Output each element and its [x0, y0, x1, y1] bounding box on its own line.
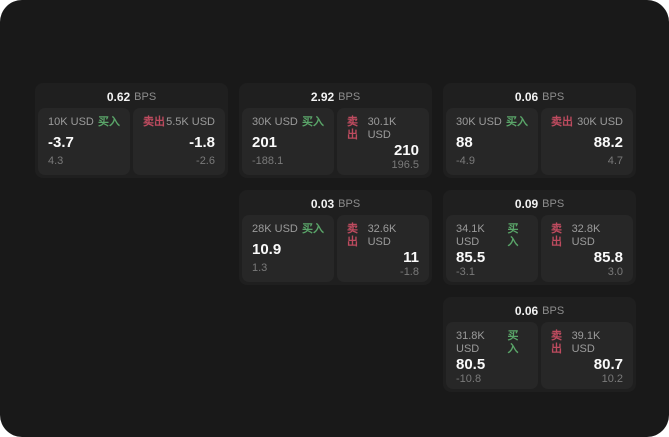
quote-card-body: 34.1K USD 买入 85.5 -3.1 卖出 32.8K USD 85.8…	[446, 215, 633, 282]
buy-price: 10.9	[252, 240, 282, 258]
sell-price: 85.8	[593, 249, 623, 266]
buy-quote-panel[interactable]: 34.1K USD 买入 85.5 -3.1	[446, 215, 538, 282]
sell-change: 196.5	[391, 159, 419, 171]
bps-header: 0.06 BPS	[446, 300, 633, 322]
buy-label: 买入	[507, 330, 519, 355]
bps-header: 0.03 BPS	[242, 193, 429, 215]
sell-quote-panel[interactable]: 卖出 5.5K USD -1.8 -2.6	[133, 108, 225, 175]
bps-value: 2.92	[310, 90, 335, 104]
sell-quote-panel[interactable]: 卖出 30K USD 88.2 4.7	[541, 108, 633, 175]
sell-label: 卖出	[143, 116, 165, 128]
quote-card: 0.62 BPS 10K USD 买入 -3.7 4.3 卖出 5.5K USD	[35, 83, 228, 178]
sell-amount: 5.5K USD	[166, 116, 215, 128]
bps-unit-label: BPS	[542, 198, 565, 210]
buy-change: -4.9	[456, 155, 475, 167]
bps-value: 0.09	[514, 197, 539, 211]
quote-card-body: 31.8K USD 买入 80.5 -10.8 卖出 39.1K USD 80.…	[446, 322, 633, 389]
bps-unit-label: BPS	[542, 305, 565, 317]
bps-value: 0.62	[106, 90, 131, 104]
buy-price: 88	[456, 133, 473, 151]
bps-unit-label: BPS	[338, 91, 361, 103]
sell-amount: 39.1K USD	[571, 330, 601, 355]
quote-card-grid: 0.62 BPS 10K USD 买入 -3.7 4.3 卖出 5.5K USD	[35, 83, 636, 392]
bps-header: 0.09 BPS	[446, 193, 633, 215]
buy-amount: 31.8K USD	[456, 330, 485, 355]
sell-label: 卖出	[347, 223, 358, 248]
sell-price: 88.2	[593, 133, 623, 151]
sell-change: 4.7	[607, 155, 623, 167]
buy-change: -188.1	[252, 155, 284, 167]
buy-label: 买入	[506, 116, 528, 128]
bps-unit-label: BPS	[134, 91, 157, 103]
sell-quote-panel[interactable]: 卖出 32.6K USD 11 -1.8	[337, 215, 429, 282]
quote-card: 0.09 BPS 34.1K USD 买入 85.5 -3.1 卖出 32.8K…	[443, 190, 636, 285]
quote-card: 0.03 BPS 28K USD 买入 10.9 1.3 卖出 32.6K US…	[239, 190, 432, 285]
bps-header: 0.06 BPS	[446, 86, 633, 108]
buy-label: 买入	[507, 223, 519, 248]
bps-value: 0.03	[310, 197, 335, 211]
sell-change: -1.8	[400, 266, 419, 278]
quote-card-body: 28K USD 买入 10.9 1.3 卖出 32.6K USD 11 -1.8	[242, 215, 429, 282]
sell-change: 10.2	[601, 373, 623, 385]
buy-price: 80.5	[456, 356, 486, 373]
sell-quote-panel[interactable]: 卖出 32.8K USD 85.8 3.0	[541, 215, 633, 282]
sell-price: 80.7	[593, 356, 623, 373]
buy-change: -10.8	[456, 373, 482, 385]
bps-header: 2.92 BPS	[242, 86, 429, 108]
sell-price: -1.8	[189, 133, 215, 151]
quote-card-body: 30K USD 买入 201 -188.1 卖出 30.1K USD 210 1…	[242, 108, 429, 175]
bps-unit-label: BPS	[338, 198, 361, 210]
buy-label: 买入	[302, 223, 324, 235]
buy-label: 买入	[98, 116, 120, 128]
sell-label: 卖出	[551, 223, 562, 248]
sell-amount: 30.1K USD	[367, 116, 397, 141]
sell-quote-panel[interactable]: 卖出 39.1K USD 80.7 10.2	[541, 322, 633, 389]
buy-quote-panel[interactable]: 30K USD 买入 201 -188.1	[242, 108, 334, 175]
buy-price: -3.7	[48, 133, 74, 151]
bps-value: 0.06	[514, 90, 539, 104]
buy-price: 201	[252, 133, 278, 151]
buy-amount: 34.1K USD	[456, 223, 485, 248]
sell-price: 11	[403, 249, 419, 266]
buy-amount: 30K USD	[252, 116, 298, 128]
quote-card: 0.06 BPS 30K USD 买入 88 -4.9 卖出 30K USD	[443, 83, 636, 178]
bps-unit-label: BPS	[542, 91, 565, 103]
sell-amount: 32.6K USD	[367, 223, 397, 248]
quote-card-body: 30K USD 买入 88 -4.9 卖出 30K USD 88.2 4.7	[446, 108, 633, 175]
buy-change: 1.3	[252, 262, 268, 274]
sell-change: 3.0	[607, 266, 623, 278]
sell-label: 卖出	[347, 116, 358, 141]
buy-change: -3.1	[456, 266, 475, 278]
quote-card: 0.06 BPS 31.8K USD 买入 80.5 -10.8 卖出 39.1…	[443, 297, 636, 392]
sell-amount: 32.8K USD	[571, 223, 601, 248]
sell-price: 210	[393, 142, 419, 159]
sell-change: -2.6	[196, 155, 215, 167]
buy-amount: 28K USD	[252, 223, 298, 235]
quote-card: 2.92 BPS 30K USD 买入 201 -188.1 卖出 30.1K …	[239, 83, 432, 178]
buy-quote-panel[interactable]: 10K USD 买入 -3.7 4.3	[38, 108, 130, 175]
buy-label: 买入	[302, 116, 324, 128]
buy-price: 85.5	[456, 249, 486, 266]
buy-quote-panel[interactable]: 30K USD 买入 88 -4.9	[446, 108, 538, 175]
bps-header: 0.62 BPS	[38, 86, 225, 108]
buy-amount: 10K USD	[48, 116, 94, 128]
sell-label: 卖出	[551, 330, 562, 355]
sell-label: 卖出	[551, 116, 573, 128]
sell-amount: 30K USD	[577, 116, 623, 128]
sell-quote-panel[interactable]: 卖出 30.1K USD 210 196.5	[337, 108, 429, 175]
buy-change: 4.3	[48, 155, 64, 167]
buy-quote-panel[interactable]: 28K USD 买入 10.9 1.3	[242, 215, 334, 282]
buy-amount: 30K USD	[456, 116, 502, 128]
buy-quote-panel[interactable]: 31.8K USD 买入 80.5 -10.8	[446, 322, 538, 389]
quote-card-body: 10K USD 买入 -3.7 4.3 卖出 5.5K USD -1.8 -2.…	[38, 108, 225, 175]
bps-value: 0.06	[514, 304, 539, 318]
